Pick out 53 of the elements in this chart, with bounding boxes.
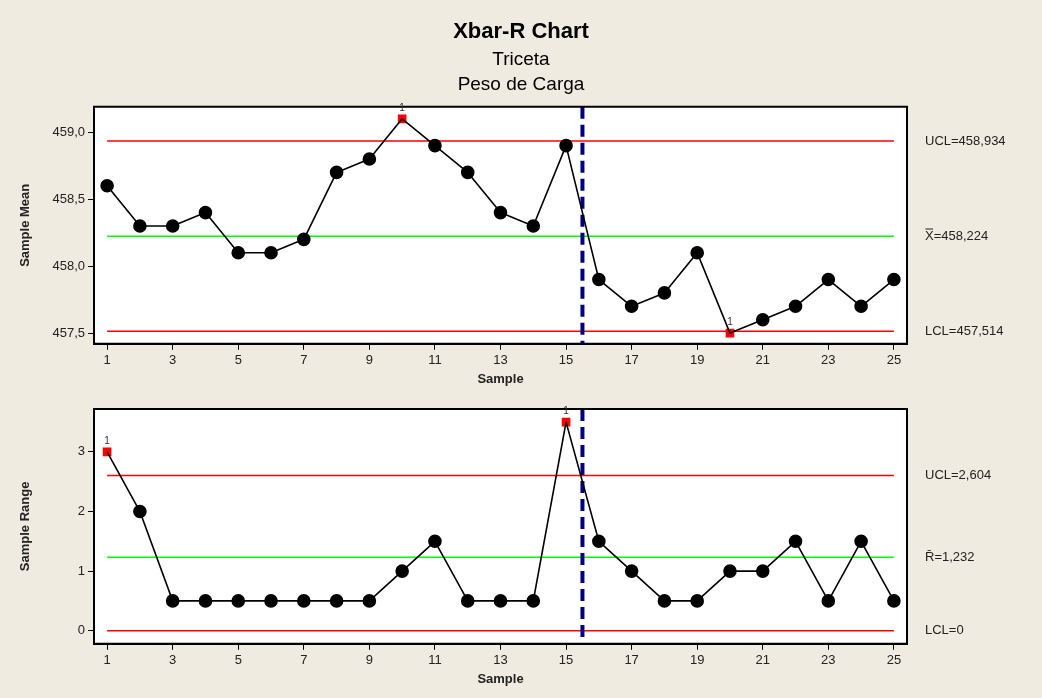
y-tick-label: 0 (77, 622, 85, 638)
x-tick-label: 7 (300, 352, 308, 368)
y-tick-label: 458,0 (52, 257, 85, 273)
x-tick-label: 9 (365, 352, 373, 368)
y-tick-label: 459,0 (52, 123, 85, 139)
annotation: 1 (727, 315, 734, 327)
y-tick-label: 3 (77, 443, 85, 459)
x-axis-title: Sample (477, 670, 524, 686)
x-tick-label: 19 (689, 652, 705, 668)
x-tick-label: 7 (300, 652, 308, 668)
y-tick-label: 457,5 (52, 324, 85, 340)
point (100, 179, 114, 193)
y-axis-title: Sample Range (17, 481, 33, 572)
x-tick-label: 13 (493, 352, 508, 368)
x-tick-label: 11 (428, 652, 442, 668)
x-tick-label: 9 (365, 652, 373, 668)
y-tick-label: 1 (77, 562, 85, 578)
x-tick-label: 25 (886, 652, 902, 668)
x-tick-label: 21 (755, 652, 770, 668)
point (887, 594, 901, 608)
x-tick-label: 3 (169, 352, 177, 368)
y-axis-title: Sample Mean (17, 183, 33, 267)
x-tick-label: 13 (493, 652, 508, 668)
x-tick-label: 23 (821, 352, 836, 368)
annotation: 1 (104, 434, 111, 446)
chart-title: Xbar-R Chart (452, 17, 590, 44)
x-tick-label: 15 (558, 352, 574, 368)
annotation: 1 (563, 404, 570, 416)
x-tick-label: 1 (103, 652, 111, 668)
x-tick-label: 17 (624, 652, 639, 668)
x-tick-label: 3 (169, 652, 177, 668)
x-tick-label: 1 (103, 352, 111, 368)
x-tick-label: 15 (558, 652, 574, 668)
x-tick-label: 21 (755, 352, 770, 368)
ref-line-label: UCL=458,934 (925, 132, 1006, 148)
annotation: 1 (399, 101, 406, 113)
ref-line-label: X̿=458,224 (925, 227, 989, 243)
ref-line-label: LCL=457,514 (925, 322, 1004, 338)
y-tick-label: 458,5 (52, 190, 85, 206)
x-tick-label: 11 (428, 352, 442, 368)
x-tick-label: 17 (624, 352, 639, 368)
x-tick-label: 25 (886, 352, 902, 368)
ref-line-label: LCL=0 (925, 622, 964, 638)
chart-subtitle: Triceta Peso de Carga (456, 47, 586, 96)
y-tick-label: 2 (77, 503, 85, 519)
x-tick-label: 19 (689, 352, 705, 368)
x-axis-title: Sample (477, 370, 524, 386)
x-tick-label: 5 (234, 652, 242, 668)
x-tick-label: 23 (821, 652, 836, 668)
x-tick-label: 5 (234, 352, 242, 368)
ref-line-label: UCL=2,604 (925, 467, 992, 483)
ref-line-label: R̄=1,232 (925, 548, 975, 564)
point (887, 272, 901, 287)
